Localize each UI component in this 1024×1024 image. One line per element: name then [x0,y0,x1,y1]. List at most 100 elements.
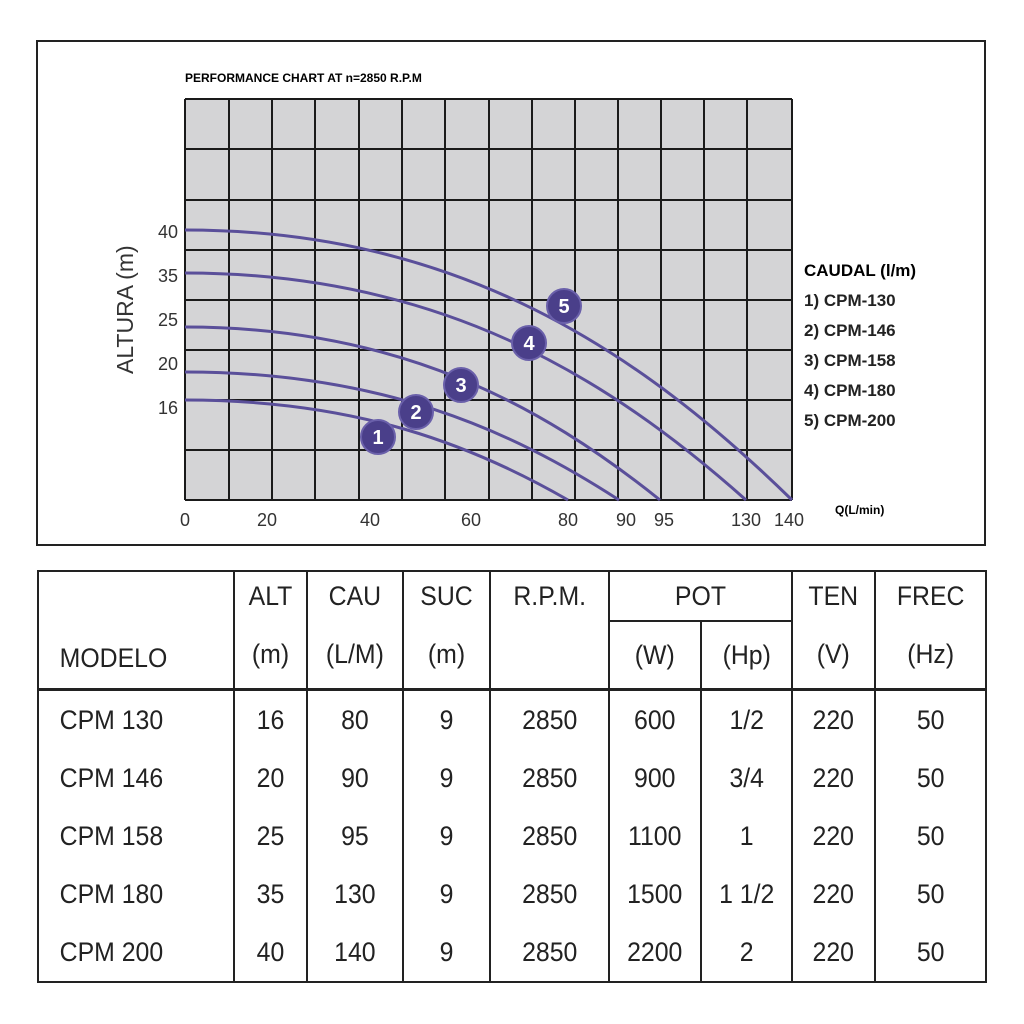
value-cell: 1500 [611,865,698,923]
value-cell: 220 [794,865,873,923]
value-cell: 50 [878,807,983,865]
unit-ten: (V) [794,621,873,691]
model-cell: CPM 146 [44,749,228,807]
unit-cau: (L/M) [309,621,400,691]
value-cell: 900 [611,749,698,807]
curve-marker-1: 1 [360,419,396,455]
unit-suc: (m) [405,621,488,691]
x-axis-label: Q(L/min) [835,503,884,517]
value-cell: 2 [703,923,790,982]
chart-title: PERFORMANCE CHART AT n=2850 R.P.M [185,71,422,85]
performance-chart: PERFORMANCE CHART AT n=2850 R.P.M 12345 … [112,71,916,530]
legend-item-3: 3) CPM-158 [804,351,896,370]
value-cell: 220 [794,807,873,865]
value-cell: 90 [309,749,400,807]
value-cell: 20 [236,749,306,807]
value-cell: 2850 [493,689,606,749]
value-cell: 1 1/2 [703,865,790,923]
value-cell: 9 [405,865,488,923]
value-cell: 35 [236,865,306,923]
value-cell: 2200 [611,923,698,982]
legend-item-2: 2) CPM-146 [804,321,896,340]
unit-w: (W) [611,621,698,691]
y-tick-label: 35 [158,266,178,286]
value-cell: 140 [309,923,400,982]
legend-item-1: 1) CPM-130 [804,291,896,310]
x-tick-label: 140 [774,510,804,530]
curve-marker-3: 3 [443,367,479,403]
value-cell: 9 [405,689,488,749]
y-tick-label: 16 [158,398,178,418]
header-modelo: MODELO [44,571,228,691]
y-tick-label: 25 [158,310,178,330]
value-cell: 1 [703,807,790,865]
value-cell: 1/2 [703,689,790,749]
header-alt: ALT [236,571,306,621]
curve-marker-5: 5 [546,288,582,324]
header-frec: FREC [878,571,983,621]
curve-4 [184,271,747,502]
spec-table: MODELO ALT CAU SUC R.P.M. POT TEN FREC (… [37,570,987,983]
header-suc: SUC [405,571,488,621]
curve-1 [184,398,569,502]
table-header-row: MODELO ALT CAU SUC R.P.M. POT TEN FREC [38,571,986,691]
model-cell: CPM 200 [44,923,228,982]
value-cell: 9 [405,749,488,807]
value-cell: 1100 [611,807,698,865]
marker-label: 1 [372,427,383,449]
value-cell: 220 [794,923,873,982]
value-cell: 600 [611,689,698,749]
x-tick-label: 0 [180,510,190,530]
table-row: CPM 180 35 130 9 2850 1500 1 1/2 220 50 [38,865,986,923]
model-cell: CPM 130 [44,689,228,749]
value-cell: 16 [236,689,306,749]
x-tick-label: 130 [731,510,761,530]
table-row: CPM 146 20 90 9 2850 900 3/4 220 50 [38,749,986,807]
x-tick-label: 95 [654,510,674,530]
legend-item-4: 4) CPM-180 [804,381,896,400]
x-tick-label: 40 [360,510,380,530]
value-cell: 9 [405,807,488,865]
header-rpm: R.P.M. [493,571,606,621]
value-cell: 25 [236,807,306,865]
value-cell: 2850 [493,865,606,923]
header-pot: POT [615,571,786,622]
table-row: CPM 200 40 140 9 2850 2200 2 220 50 [38,923,986,982]
value-cell: 2850 [493,807,606,865]
header-cau: CAU [309,571,400,621]
table-unit-row: (m) (L/M) (m) (W) (Hp) (V) (Hz) [38,621,986,691]
unit-alt: (m) [236,621,306,691]
marker-label: 4 [523,333,535,355]
legend-title: CAUDAL (l/m) [804,261,916,280]
value-cell: 2850 [493,749,606,807]
value-cell: 50 [878,923,983,982]
curve-marker-4: 4 [511,325,547,361]
model-cell: CPM 158 [44,807,228,865]
value-cell: 2850 [493,923,606,982]
unit-frec: (Hz) [878,621,983,691]
y-tick-label: 40 [158,222,178,242]
unit-hp: (Hp) [703,621,790,691]
value-cell: 130 [309,865,400,923]
x-tick-label: 90 [616,510,636,530]
y-tick-label: 20 [158,354,178,374]
marker-label: 3 [455,375,466,397]
value-cell: 9 [405,923,488,982]
value-cell: 95 [309,807,400,865]
curve-2 [184,370,620,502]
value-cell: 50 [878,865,983,923]
x-tick-label: 60 [461,510,481,530]
table-row: CPM 130 16 80 9 2850 600 1/2 220 50 [38,689,986,749]
curve-5 [184,228,794,502]
unit-rpm [493,621,606,691]
y-axis-label: ALTURA (m) [112,245,138,374]
value-cell: 80 [309,689,400,749]
value-cell: 50 [878,689,983,749]
x-tick-label: 80 [558,510,578,530]
model-cell: CPM 180 [44,865,228,923]
x-tick-label: 20 [257,510,277,530]
marker-label: 5 [558,296,569,318]
marker-label: 2 [410,402,421,424]
value-cell: 220 [794,689,873,749]
